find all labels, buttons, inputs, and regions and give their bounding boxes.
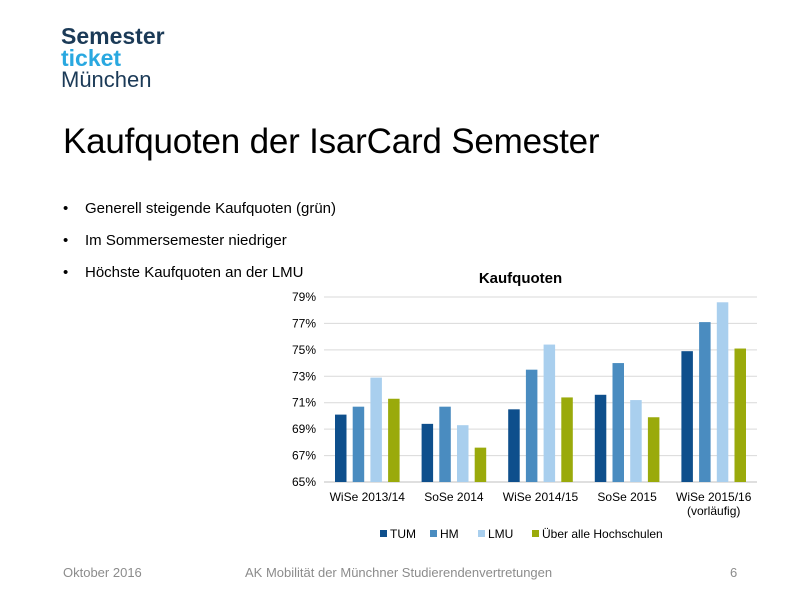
y-tick-label: 75% <box>292 343 316 357</box>
bar-hm <box>525 369 538 482</box>
footer-page-number: 6 <box>730 565 738 580</box>
bar-tum <box>508 409 520 482</box>
bar-lmu <box>630 400 642 482</box>
legend-label: LMU <box>488 527 513 541</box>
bar-tum <box>421 423 434 482</box>
bullet-text: Generell steigende Kaufquoten (grün) <box>85 200 337 217</box>
logo-line-muenchen: München <box>61 67 152 92</box>
x-tick-label: SoSe 2015 <box>597 490 657 504</box>
bullet-list: • Generell steigende Kaufquoten (grün) • I… <box>63 200 336 296</box>
bar--ber-alle-hochschulen <box>474 447 487 482</box>
legend-label: TUM <box>390 527 416 541</box>
bar--ber-alle-hochschulen <box>734 348 746 482</box>
bar-tum <box>594 394 607 482</box>
x-tick-label: WiSe 2015/16 <box>676 490 752 504</box>
logo: Semester ticket München <box>61 25 165 91</box>
x-tick-label: (vorläufig) <box>687 504 740 518</box>
legend-label: HM <box>440 527 459 541</box>
y-tick-label: 65% <box>292 475 316 489</box>
bar-hm <box>612 363 624 482</box>
slide-title: Kaufquoten der IsarCard Semester <box>63 122 600 161</box>
legend-swatch <box>532 530 539 537</box>
footer-date: Oktober 2016 <box>63 565 142 580</box>
bar--ber-alle-hochschulen <box>561 397 573 482</box>
bar-tum <box>681 351 693 482</box>
bar-hm <box>699 322 711 482</box>
bar--ber-alle-hochschulen <box>388 398 400 482</box>
x-tick-label: WiSe 2014/15 <box>503 490 579 504</box>
bullet-item: • Höchste Kaufquoten an der LMU <box>63 264 304 281</box>
bar-chart: Kaufquoten 65% 67% 69% 71% 73% 75% 77% 79% WiSe 2… <box>292 270 757 541</box>
y-tick-label: 67% <box>292 449 316 463</box>
bar-lmu <box>457 425 469 482</box>
y-tick-label: 73% <box>292 369 316 383</box>
chart-title: Kaufquoten <box>479 270 562 287</box>
logo-line-ticket: ticket <box>61 45 122 71</box>
logo-line-semester: Semester <box>61 23 165 49</box>
x-tick-label: WiSe 2013/14 <box>330 490 406 504</box>
x-tick-label: SoSe 2014 <box>424 490 484 504</box>
footer-organisation: AK Mobilität der Münchner Studierendenve… <box>245 565 553 580</box>
legend-swatch <box>380 530 387 537</box>
bar-lmu <box>716 302 729 482</box>
bullet-text: Im Sommersemester niedriger <box>85 232 287 249</box>
bar-lmu <box>543 344 556 482</box>
legend-label: Über alle Hochschulen <box>542 527 663 541</box>
y-tick-label: 69% <box>292 422 316 436</box>
bullet-item: • Im Sommersemester niedriger <box>63 232 287 249</box>
legend-swatch <box>478 530 485 537</box>
bullet-text: Höchste Kaufquoten an der LMU <box>85 264 304 281</box>
bullet-item: • Generell steigende Kaufquoten (grün) <box>63 200 337 217</box>
y-tick-label: 77% <box>292 316 316 330</box>
legend-swatch <box>430 530 437 537</box>
bar-hm <box>439 406 451 482</box>
y-tick-label: 71% <box>292 396 316 410</box>
y-tick-label: 79% <box>292 290 316 304</box>
bar-hm <box>352 406 365 482</box>
bar-tum <box>335 414 347 482</box>
bar--ber-alle-hochschulen <box>647 417 660 482</box>
bar-lmu <box>370 377 382 482</box>
